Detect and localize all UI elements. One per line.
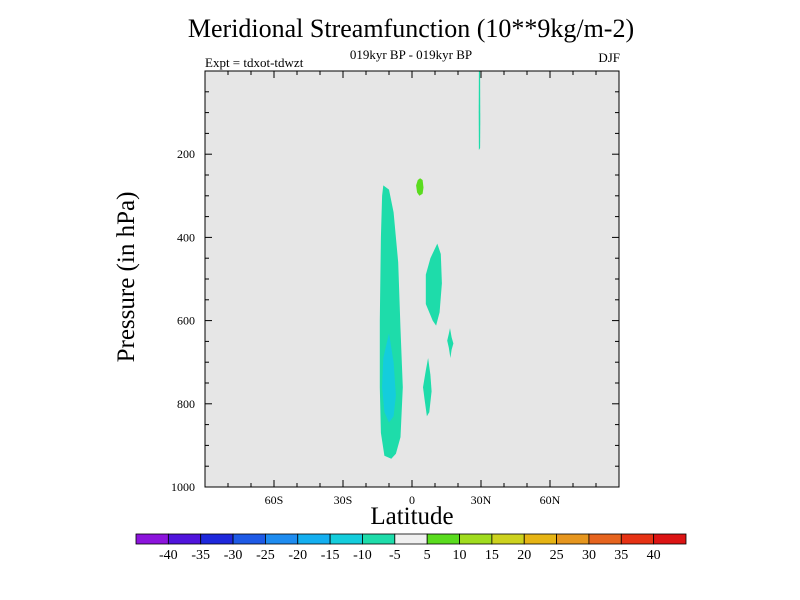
contour-positive-cell-3n (416, 178, 424, 196)
colorbar-box (362, 533, 396, 545)
contour-negative-cell-7n (423, 358, 432, 417)
colorbar-label: -30 (224, 548, 243, 563)
plot-background (205, 71, 619, 487)
y-tick-label: 1000 (171, 480, 195, 494)
colorbar-box (653, 533, 687, 545)
x-tick-label: 60N (540, 493, 561, 507)
season-label: DJF (598, 50, 620, 65)
colorbar-box (329, 533, 363, 545)
colorbar-box (200, 533, 234, 545)
chart-subtitle: 019kyr BP - 019kyr BP (349, 47, 473, 62)
chart-title: Meridional Streamfunction (10**9kg/m-2) (187, 14, 635, 43)
contour-main-negative-core (382, 333, 396, 423)
x-tick-label: 30N (471, 493, 492, 507)
colorbar-label: 40 (647, 548, 661, 563)
colorbar-label: -40 (159, 548, 178, 563)
x-tick-label: 0 (409, 493, 415, 507)
colorbar-label: 20 (517, 548, 531, 563)
colorbar-box (135, 533, 169, 545)
x-tick-label: 60S (265, 493, 284, 507)
y-tick-label: 800 (177, 397, 195, 411)
colorbar-label: -20 (288, 548, 307, 563)
y-tick-label: 200 (177, 147, 195, 161)
colorbar-box (459, 533, 493, 545)
x-axis-label: Latitude (370, 503, 454, 530)
experiment-label: Expt = tdxot-tdwzt (205, 55, 304, 70)
colorbar-box (167, 533, 202, 545)
contour-negative-cell-15n (447, 328, 454, 358)
colorbar-box (588, 533, 622, 545)
colorbar-box (491, 533, 525, 545)
colorbar-box (426, 533, 460, 545)
colorbar-box (232, 533, 266, 545)
contour-negative-sliver-30n (478, 71, 481, 150)
colorbar-box (556, 533, 590, 545)
y-tick-label: 400 (177, 230, 195, 244)
colorbar-label: -15 (321, 548, 340, 563)
colorbar-box (265, 533, 299, 545)
colorbar-box (297, 533, 331, 545)
colorbar-box (620, 533, 655, 545)
colorbar-label: -5 (389, 548, 401, 563)
colorbar-label: -35 (191, 548, 210, 563)
colorbar-label: -10 (353, 548, 372, 563)
colorbar-label: 5 (424, 548, 431, 563)
colorbar-label: 15 (485, 548, 499, 563)
colorbar-box (394, 533, 428, 545)
colorbar-label: 35 (614, 548, 628, 563)
y-tick-label: 600 (177, 314, 195, 328)
colorbar-label: 25 (550, 548, 564, 563)
colorbar-label: 30 (582, 548, 596, 563)
colorbar-label: 10 (453, 548, 467, 563)
colorbar-label: -25 (256, 548, 275, 563)
x-tick-label: 30S (334, 493, 353, 507)
contour-negative-cell-10n (425, 243, 442, 326)
colorbar-box (523, 533, 557, 545)
